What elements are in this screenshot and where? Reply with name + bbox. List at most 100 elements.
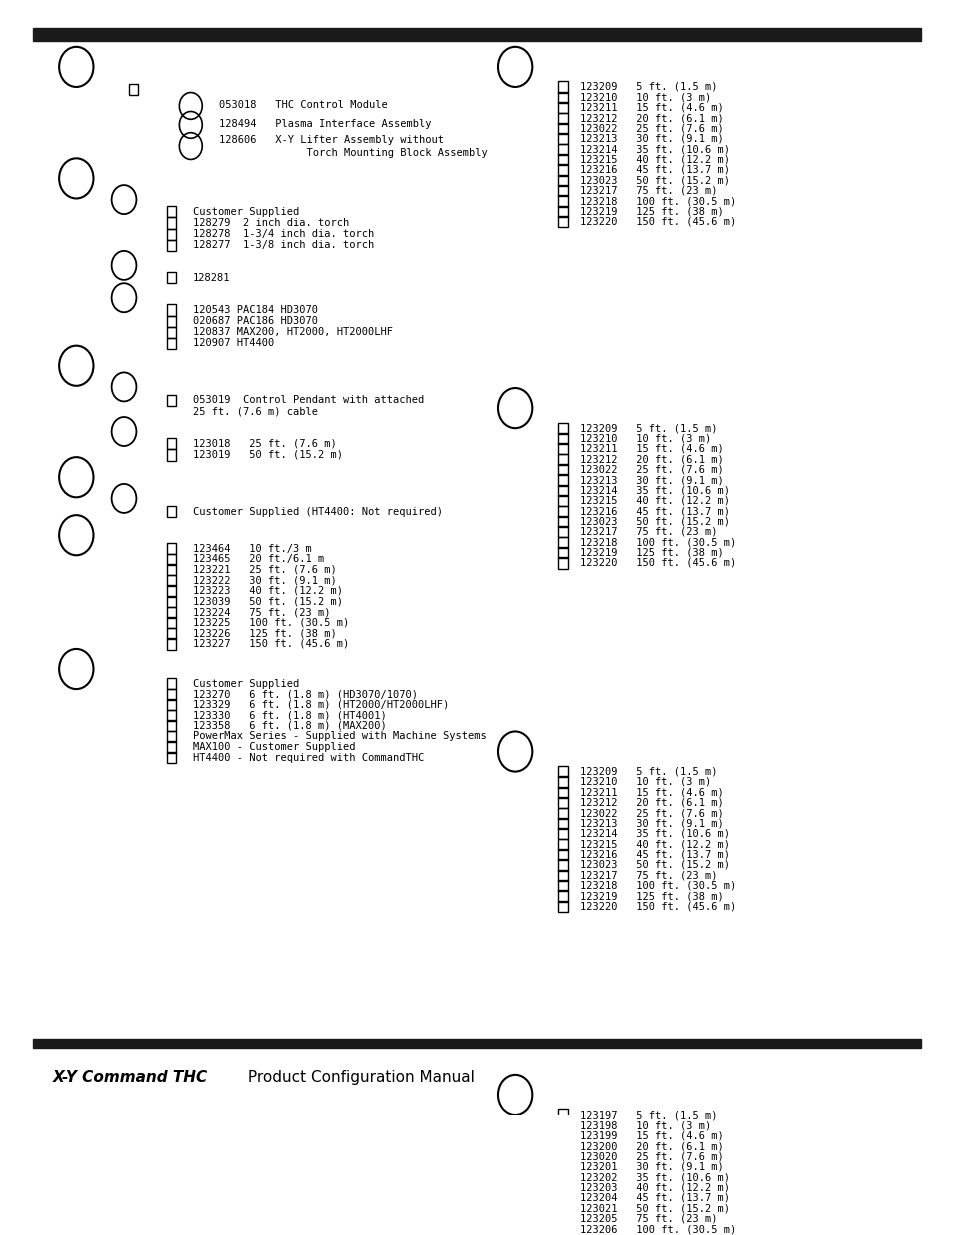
Bar [558,185,567,196]
Text: 123220   150 ft. (45.6 m): 123220 150 ft. (45.6 m) [579,217,736,227]
Bar [558,829,567,840]
Bar [167,699,176,710]
Text: 123199   15 ft. (4.6 m): 123199 15 ft. (4.6 m) [579,1131,723,1141]
Text: 123219   125 ft. (38 m): 123219 125 ft. (38 m) [579,890,723,902]
Bar [558,818,567,829]
Text: 123210   10 ft. (3 m): 123210 10 ft. (3 m) [579,93,711,103]
Bar [167,564,176,576]
Text: 123204   45 ft. (13.7 m): 123204 45 ft. (13.7 m) [579,1193,729,1203]
Text: 123211   15 ft. (4.6 m): 123211 15 ft. (4.6 m) [579,103,723,112]
Bar [558,1203,567,1214]
Text: 123214   35 ft. (10.6 m): 123214 35 ft. (10.6 m) [579,485,729,495]
Text: Customer Supplied (HT4400: Not required): Customer Supplied (HT4400: Not required) [193,506,442,516]
Text: 123212   20 ft. (6.1 m): 123212 20 ft. (6.1 m) [579,454,723,464]
Bar [558,766,567,777]
Text: 123209   5 ft. (1.5 m): 123209 5 ft. (1.5 m) [579,82,717,91]
Bar [558,453,567,464]
Text: 123211   15 ft. (4.6 m): 123211 15 ft. (4.6 m) [579,443,723,454]
Text: 123221   25 ft. (7.6 m): 123221 25 ft. (7.6 m) [193,564,336,574]
Bar [558,516,567,527]
Bar [167,597,176,608]
Bar [167,438,176,450]
Bar [167,304,176,316]
Bar [167,741,176,752]
Bar [167,543,176,555]
Text: 123330   6 ft. (1.8 m) (HT4001): 123330 6 ft. (1.8 m) (HT4001) [193,710,386,720]
Text: 053018   THC Control Module: 053018 THC Control Module [219,100,388,110]
Bar [558,122,567,135]
Text: Product Configuration Manual: Product Configuration Manual [243,1071,475,1086]
Text: 123022   25 ft. (7.6 m): 123022 25 ft. (7.6 m) [579,808,723,818]
Bar [558,1182,567,1193]
Text: 123217   75 ft. (23 m): 123217 75 ft. (23 m) [579,871,717,881]
Bar [167,606,176,618]
Bar [167,731,176,742]
Text: 053019  Control Pendant with attached: 053019 Control Pendant with attached [193,395,423,405]
Text: 123218   100 ft. (30.5 m): 123218 100 ft. (30.5 m) [579,881,736,890]
Text: 25 ft. (7.6 m) cable: 25 ft. (7.6 m) cable [193,406,317,416]
Bar [33,28,920,41]
Bar [558,777,567,788]
Bar [558,869,567,881]
Bar [558,1151,567,1162]
Bar [558,206,567,217]
Text: 123197   5 ft. (1.5 m): 123197 5 ft. (1.5 m) [579,1110,717,1120]
Bar [167,553,176,564]
Text: 123209   5 ft. (1.5 m): 123209 5 ft. (1.5 m) [579,767,717,777]
Bar [167,327,176,338]
Bar [558,557,567,568]
Bar [558,164,567,175]
Text: 123224   75 ft. (23 m): 123224 75 ft. (23 m) [193,608,330,618]
Bar [167,338,176,350]
Bar [558,526,567,537]
Text: 123206   100 ft. (30.5 m): 123206 100 ft. (30.5 m) [579,1224,736,1234]
Text: 123219   125 ft. (38 m): 123219 125 ft. (38 m) [579,206,723,216]
Bar [558,1193,567,1204]
Text: 120543 PAC184 HD3070: 120543 PAC184 HD3070 [193,305,317,315]
Text: 123203   40 ft. (12.2 m): 123203 40 ft. (12.2 m) [579,1183,729,1193]
Text: 123023   50 ft. (15.2 m): 123023 50 ft. (15.2 m) [579,860,729,869]
Bar [558,422,567,433]
Text: 123358   6 ft. (1.8 m) (MAX200): 123358 6 ft. (1.8 m) (MAX200) [193,721,386,731]
Bar [167,689,176,700]
Bar [167,316,176,327]
Bar [558,900,567,911]
Text: 123022   25 ft. (7.6 m): 123022 25 ft. (7.6 m) [579,464,723,474]
Text: 123214   35 ft. (10.6 m): 123214 35 ft. (10.6 m) [579,144,729,154]
Bar [558,474,567,485]
Bar [558,1109,567,1120]
Text: MAX100 - Customer Supplied: MAX100 - Customer Supplied [193,742,355,752]
Bar [167,638,176,650]
Bar [129,84,138,95]
Bar [558,1130,567,1141]
Text: PowerMax Series - Supplied with Machine Systems: PowerMax Series - Supplied with Machine … [193,731,486,741]
Text: 123023   50 ft. (15.2 m): 123023 50 ft. (15.2 m) [579,175,729,185]
Bar [558,1213,567,1224]
Text: 123217   75 ft. (23 m): 123217 75 ft. (23 m) [579,185,717,195]
Text: 123021   50 ft. (15.2 m): 123021 50 ft. (15.2 m) [579,1203,729,1213]
Bar [558,505,567,516]
Text: 128606   X-Y Lifter Assembly without: 128606 X-Y Lifter Assembly without [219,136,444,146]
Text: 123218   100 ft. (30.5 m): 123218 100 ft. (30.5 m) [579,537,736,547]
Text: 123022   25 ft. (7.6 m): 123022 25 ft. (7.6 m) [579,124,723,133]
Bar [167,752,176,763]
Text: 123215   40 ft. (12.2 m): 123215 40 ft. (12.2 m) [579,495,729,506]
Text: 123218   100 ft. (30.5 m): 123218 100 ft. (30.5 m) [579,196,736,206]
Text: 123201   30 ft. (9.1 m): 123201 30 ft. (9.1 m) [579,1162,723,1172]
Bar [558,860,567,871]
Bar [167,206,176,217]
Bar [167,450,176,461]
Text: 120907 HT4400: 120907 HT4400 [193,338,274,348]
Text: 123225   100 ft. (30.5 m): 123225 100 ft. (30.5 m) [193,618,349,627]
Text: 123219   125 ft. (38 m): 123219 125 ft. (38 m) [579,547,723,558]
Bar [558,112,567,124]
Text: X-Y Command THC: X-Y Command THC [52,1071,208,1086]
Bar [558,1141,567,1152]
Bar [558,495,567,506]
Text: 123215   40 ft. (12.2 m): 123215 40 ft. (12.2 m) [579,840,729,850]
Text: 123019   50 ft. (15.2 m): 123019 50 ft. (15.2 m) [193,450,342,459]
Bar [167,710,176,721]
Bar [558,1172,567,1183]
Text: 123211   15 ft. (4.6 m): 123211 15 ft. (4.6 m) [579,788,723,798]
Bar [167,574,176,585]
